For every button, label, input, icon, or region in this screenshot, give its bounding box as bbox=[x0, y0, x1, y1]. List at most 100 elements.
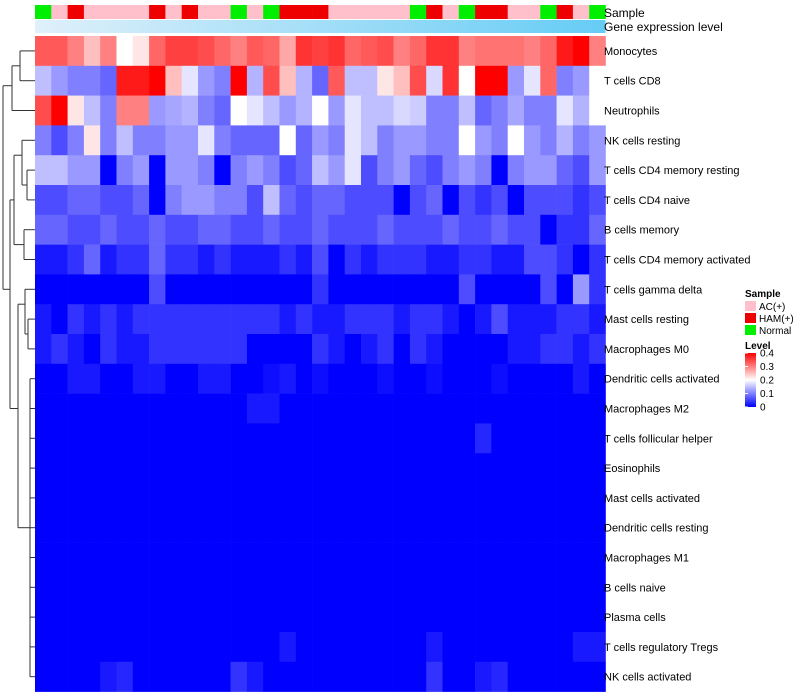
level-legend: Level 0.4 0.3 0.2 0.1 0 bbox=[745, 341, 774, 414]
heatmap-cell bbox=[51, 185, 68, 216]
legend-swatch-normal bbox=[745, 325, 756, 335]
heatmap-cell bbox=[377, 214, 394, 245]
heatmap-cell bbox=[83, 393, 101, 424]
sample-annotation-cell bbox=[149, 5, 166, 19]
heatmap-cell bbox=[344, 36, 362, 67]
heatmap-cell bbox=[246, 453, 264, 484]
heatmap-cell bbox=[198, 95, 215, 126]
heatmap-cell bbox=[426, 632, 443, 663]
heatmap-cell bbox=[409, 155, 427, 186]
heatmap-cell bbox=[491, 661, 508, 692]
heatmap-cell bbox=[491, 393, 508, 424]
heatmap-cell bbox=[132, 363, 150, 394]
heatmap-cell bbox=[116, 423, 134, 454]
heatmap-cell bbox=[361, 214, 378, 245]
heatmap-cell bbox=[458, 185, 476, 216]
heatmap-cell bbox=[409, 95, 427, 126]
heatmap-cell bbox=[116, 512, 134, 543]
heatmap-cell bbox=[409, 572, 427, 603]
heatmap-cell bbox=[393, 125, 411, 156]
heatmap-cell bbox=[442, 661, 460, 692]
heatmap-cell bbox=[230, 423, 248, 454]
heatmap-cell bbox=[491, 423, 508, 454]
heatmap-cell bbox=[312, 185, 329, 216]
heatmap-cell bbox=[83, 512, 101, 543]
heatmap-cell bbox=[393, 304, 411, 335]
heatmap-cell bbox=[83, 453, 101, 484]
heatmap-cell bbox=[475, 512, 492, 543]
heatmap-cell bbox=[100, 453, 117, 484]
row-label: Neutrophils bbox=[604, 106, 660, 118]
heatmap-cell bbox=[589, 274, 606, 305]
heatmap-cell bbox=[116, 483, 134, 514]
heatmap-cell bbox=[100, 125, 117, 156]
heatmap-cell bbox=[377, 155, 394, 186]
heatmap-cell bbox=[409, 602, 427, 633]
heatmap-cell bbox=[246, 95, 264, 126]
heatmap-cell bbox=[35, 542, 52, 573]
heatmap-cell bbox=[35, 125, 52, 156]
heatmap-cell bbox=[426, 572, 443, 603]
heatmap-cell bbox=[361, 36, 378, 67]
heatmap-cell bbox=[214, 602, 231, 633]
heatmap-cell bbox=[198, 304, 215, 335]
heatmap-cell bbox=[491, 244, 508, 275]
heatmap-cell bbox=[393, 244, 411, 275]
heatmap-cell bbox=[540, 36, 557, 67]
heatmap-cell bbox=[426, 483, 443, 514]
heatmap-cell bbox=[572, 602, 590, 633]
heatmap-cell bbox=[100, 155, 117, 186]
heatmap-cell bbox=[181, 274, 199, 305]
heatmap-cell bbox=[475, 36, 492, 67]
sample-annotation-cell bbox=[67, 5, 85, 19]
row-labels: Monocytes T cells CD8 Neutrophils NK cells … bbox=[604, 46, 751, 684]
heatmap-cell bbox=[328, 542, 345, 573]
heatmap-cell bbox=[344, 244, 362, 275]
heatmap-cell bbox=[426, 363, 443, 394]
heatmap-cell bbox=[556, 65, 574, 96]
heatmap-cell bbox=[524, 542, 541, 573]
heatmap-cell bbox=[67, 125, 85, 156]
heatmap-cell bbox=[230, 214, 248, 245]
heatmap-cell bbox=[507, 304, 525, 335]
heatmap-cell bbox=[100, 65, 117, 96]
heatmap-cell bbox=[246, 155, 264, 186]
heatmap-cell bbox=[181, 602, 199, 633]
heatmap-cell bbox=[149, 602, 166, 633]
heatmap-cell bbox=[393, 185, 411, 216]
heatmap-cell bbox=[409, 125, 427, 156]
heatmap-cell bbox=[540, 95, 557, 126]
heatmap-cell bbox=[556, 274, 574, 305]
heatmap-cell bbox=[344, 125, 362, 156]
heatmap-cell bbox=[181, 155, 199, 186]
heatmap-cell bbox=[51, 393, 68, 424]
heatmap-cell bbox=[263, 125, 280, 156]
heatmap-cell bbox=[312, 363, 329, 394]
level-tick-label: 0.1 bbox=[760, 389, 774, 400]
heatmap-cell bbox=[51, 125, 68, 156]
heatmap-cell bbox=[149, 95, 166, 126]
heatmap-cell bbox=[295, 185, 313, 216]
heatmap-cell bbox=[132, 602, 150, 633]
heatmap-cell bbox=[100, 274, 117, 305]
heatmap-cell bbox=[214, 512, 231, 543]
heatmap-cell bbox=[67, 244, 85, 275]
heatmap-cell bbox=[328, 393, 345, 424]
heatmap-cell bbox=[165, 304, 182, 335]
heatmap-cell bbox=[361, 185, 378, 216]
heatmap-cell bbox=[83, 125, 101, 156]
heatmap-cell bbox=[458, 453, 476, 484]
heatmap-cell bbox=[35, 661, 52, 692]
heatmap-cell bbox=[442, 542, 460, 573]
heatmap-cell bbox=[35, 512, 52, 543]
heatmap-cell bbox=[409, 393, 427, 424]
heatmap-cell bbox=[344, 602, 362, 633]
heatmap-cell bbox=[572, 334, 590, 365]
heatmap-cell bbox=[116, 632, 134, 663]
heatmap-cell bbox=[100, 661, 117, 692]
heatmap-cell bbox=[263, 661, 280, 692]
heatmap-cell bbox=[100, 214, 117, 245]
heatmap-cell bbox=[149, 65, 166, 96]
heatmap-cell bbox=[491, 185, 508, 216]
heatmap-cell bbox=[132, 95, 150, 126]
